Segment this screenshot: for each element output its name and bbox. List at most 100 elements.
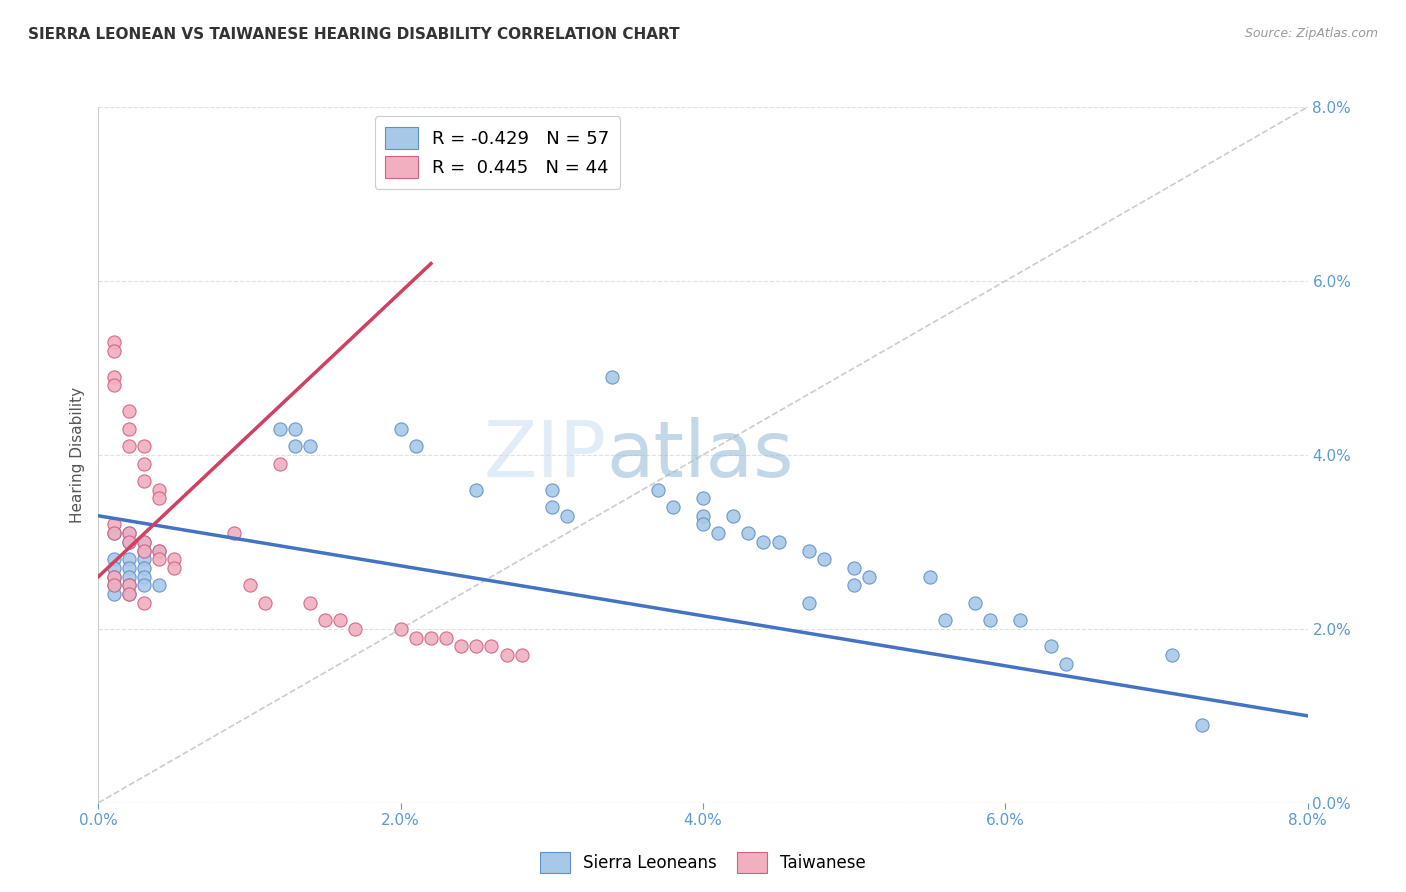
Point	[1054, 657, 1077, 671]
Point	[768, 535, 790, 549]
Point	[132, 535, 155, 549]
Point	[148, 552, 170, 566]
Point	[284, 422, 307, 436]
Point	[752, 535, 775, 549]
Point	[132, 552, 155, 566]
Point	[103, 526, 125, 541]
Point	[481, 639, 503, 653]
Point	[405, 439, 427, 453]
Point	[434, 631, 457, 645]
Point	[118, 587, 141, 601]
Point	[405, 631, 427, 645]
Point	[132, 543, 155, 558]
Legend: Sierra Leoneans, Taiwanese: Sierra Leoneans, Taiwanese	[533, 846, 873, 880]
Point	[163, 561, 186, 575]
Point	[918, 570, 941, 584]
Y-axis label: Hearing Disability: Hearing Disability	[70, 387, 86, 523]
Point	[103, 369, 125, 384]
Point	[118, 561, 141, 575]
Point	[118, 552, 141, 566]
Point	[1160, 648, 1182, 662]
Legend: R = -0.429   N = 57, R =  0.445   N = 44: R = -0.429 N = 57, R = 0.445 N = 44	[374, 116, 620, 189]
Point	[118, 587, 141, 601]
Point	[1010, 613, 1032, 627]
Point	[132, 578, 155, 592]
Point	[420, 631, 443, 645]
Point	[541, 500, 564, 514]
Point	[118, 578, 141, 592]
Point	[314, 613, 336, 627]
Point	[118, 439, 141, 453]
Point	[344, 622, 367, 636]
Point	[132, 439, 155, 453]
Point	[329, 613, 352, 627]
Point	[118, 570, 141, 584]
Point	[132, 457, 155, 471]
Point	[103, 334, 125, 349]
Point	[118, 404, 141, 418]
Point	[269, 457, 291, 471]
Text: atlas: atlas	[606, 417, 794, 493]
Text: ZIP: ZIP	[484, 417, 606, 493]
Point	[647, 483, 669, 497]
Point	[103, 561, 125, 575]
Point	[132, 596, 155, 610]
Point	[979, 613, 1001, 627]
Point	[450, 639, 472, 653]
Point	[132, 535, 155, 549]
Point	[555, 508, 578, 523]
Point	[797, 596, 820, 610]
Point	[299, 439, 322, 453]
Point	[269, 422, 291, 436]
Point	[510, 648, 533, 662]
Point	[148, 543, 170, 558]
Point	[118, 578, 141, 592]
Point	[103, 517, 125, 532]
Point	[707, 526, 730, 541]
Point	[148, 578, 170, 592]
Point	[934, 613, 956, 627]
Point	[148, 483, 170, 497]
Text: SIERRA LEONEAN VS TAIWANESE HEARING DISABILITY CORRELATION CHART: SIERRA LEONEAN VS TAIWANESE HEARING DISA…	[28, 27, 679, 42]
Point	[118, 535, 141, 549]
Point	[692, 508, 714, 523]
Point	[844, 561, 866, 575]
Point	[132, 474, 155, 488]
Point	[299, 596, 322, 610]
Point	[1191, 717, 1213, 731]
Point	[118, 535, 141, 549]
Point	[1039, 639, 1062, 653]
Point	[239, 578, 262, 592]
Point	[224, 526, 246, 541]
Point	[965, 596, 987, 610]
Point	[253, 596, 276, 610]
Point	[813, 552, 835, 566]
Point	[132, 570, 155, 584]
Point	[118, 526, 141, 541]
Point	[118, 422, 141, 436]
Point	[103, 578, 125, 592]
Point	[389, 622, 412, 636]
Point	[103, 570, 125, 584]
Point	[692, 491, 714, 506]
Point	[284, 439, 307, 453]
Point	[103, 343, 125, 358]
Point	[465, 483, 488, 497]
Point	[118, 526, 141, 541]
Point	[103, 526, 125, 541]
Point	[723, 508, 745, 523]
Point	[103, 378, 125, 392]
Point	[148, 543, 170, 558]
Point	[103, 578, 125, 592]
Point	[163, 552, 186, 566]
Text: Source: ZipAtlas.com: Source: ZipAtlas.com	[1244, 27, 1378, 40]
Point	[541, 483, 564, 497]
Point	[103, 570, 125, 584]
Point	[389, 422, 412, 436]
Point	[148, 491, 170, 506]
Point	[465, 639, 488, 653]
Point	[132, 543, 155, 558]
Point	[602, 369, 624, 384]
Point	[692, 517, 714, 532]
Point	[662, 500, 685, 514]
